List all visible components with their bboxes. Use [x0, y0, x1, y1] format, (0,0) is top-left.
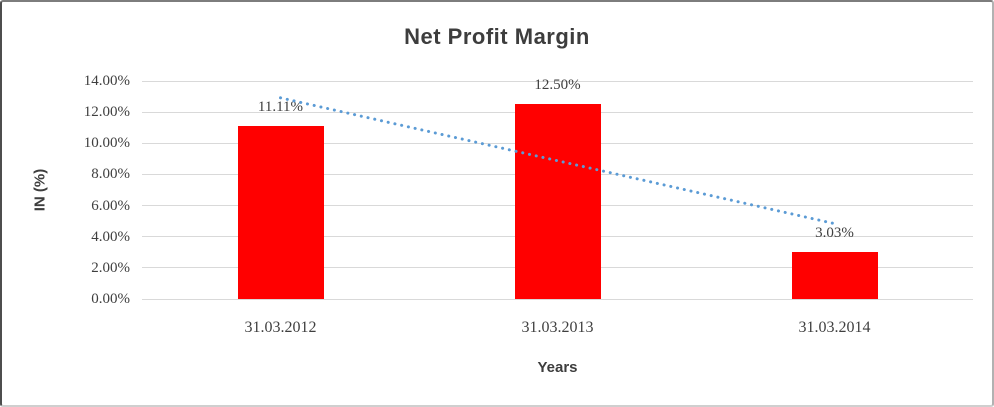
bar-31.03.2013	[514, 104, 601, 299]
gridline	[142, 298, 973, 300]
x-tick-label: 31.03.2014	[798, 319, 871, 336]
bar-31.03.2012	[237, 126, 324, 299]
y-tick-label: 6.00%	[91, 197, 130, 214]
x-axis-title: Years	[537, 359, 578, 376]
x-tick-label: 31.03.2012	[244, 319, 317, 336]
bar-data-label: 3.03%	[815, 224, 854, 241]
y-tick-label: 4.00%	[91, 228, 130, 245]
trendline-path	[279, 96, 836, 226]
x-axis-tick-labels: 31.03.2012 31.03.2013 31.03.2014	[142, 319, 973, 339]
y-tick-label: 0.00%	[91, 291, 130, 307]
bar-data-label: 12.50%	[534, 77, 581, 94]
plot-area: 11.11% 12.50% 3.03%	[142, 77, 973, 300]
x-tick-label: 31.03.2013	[521, 319, 594, 336]
bar-31.03.2014	[791, 251, 878, 299]
trendline	[279, 96, 836, 226]
y-tick-label: 14.00%	[83, 73, 130, 89]
y-tick-label: 12.00%	[83, 104, 130, 121]
chart-title: Net Profit Margin	[404, 24, 590, 49]
bar-data-label: 11.11%	[257, 99, 304, 116]
y-axis-tick-labels: 0.00% 2.00% 4.00% 6.00% 8.00% 10.00% 12.00% 14.…	[2, 73, 130, 307]
gridline	[142, 80, 973, 82]
y-tick-label: 2.00%	[91, 259, 130, 276]
y-tick-label: 8.00%	[91, 166, 130, 183]
y-tick-label: 10.00%	[83, 135, 130, 152]
